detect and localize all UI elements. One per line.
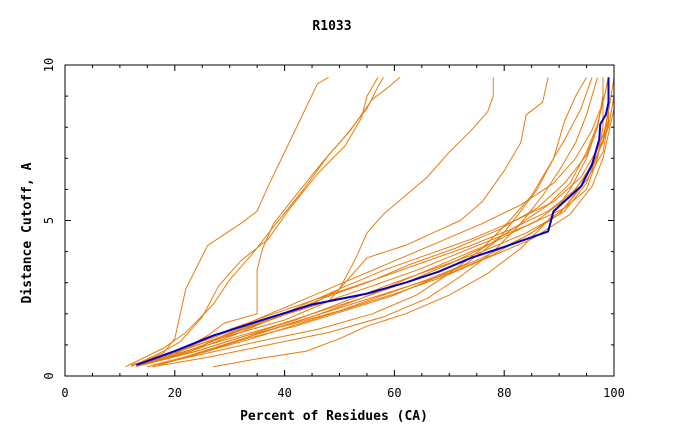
- y-tick-label-0: 0: [42, 372, 56, 379]
- series-line-2: [130, 77, 379, 368]
- series-line-11: [136, 77, 604, 366]
- y-axis-label: Distance Cutoff, A: [20, 162, 35, 303]
- x-tick-label-40: 40: [277, 386, 291, 400]
- series-line-5: [147, 77, 494, 365]
- series-line-10: [136, 77, 609, 366]
- series-line-7: [141, 77, 587, 366]
- series-line-3: [125, 77, 401, 368]
- series-layer: [125, 76, 615, 368]
- series-line-4: [136, 77, 384, 368]
- y-tick-label-10: 10: [42, 58, 56, 72]
- x-tick-label-80: 80: [497, 386, 511, 400]
- series-line-6: [141, 77, 549, 365]
- highlight-series-line: [136, 77, 610, 367]
- series-line-15: [152, 108, 615, 366]
- x-tick-label-20: 20: [168, 386, 182, 400]
- series-line-9: [152, 77, 598, 368]
- series-line-14: [141, 96, 615, 366]
- x-tick-label-0: 0: [61, 386, 68, 400]
- x-tick-label-60: 60: [387, 386, 401, 400]
- ticks-layer: 0 20 40 60 80 100 0 5 10: [42, 58, 625, 400]
- series-line-21: [213, 77, 604, 368]
- x-tick-label-100: 100: [603, 386, 625, 400]
- x-axis-label: Percent of Residues (CA): [240, 409, 428, 424]
- series-line-1: [136, 76, 329, 366]
- y-tick-label-5: 5: [42, 217, 56, 224]
- series-line-20: [163, 108, 609, 365]
- chart-title: R1033: [312, 19, 351, 34]
